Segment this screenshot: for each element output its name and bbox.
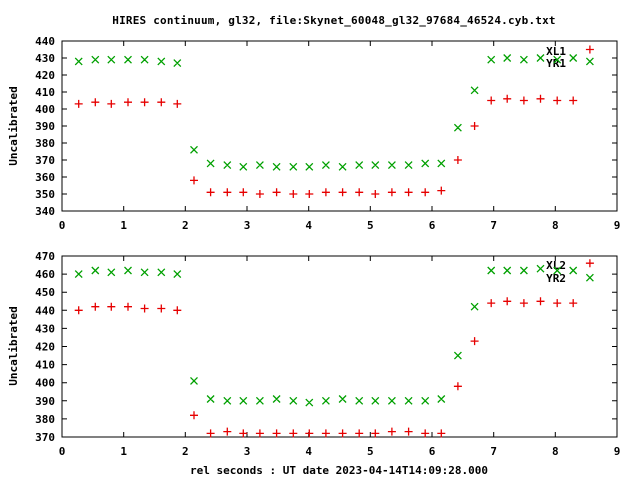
legend-label-yr2: YR2 (546, 272, 566, 285)
legend-label-yr1: YR1 (546, 57, 566, 70)
y-tick-label: 400 (35, 103, 55, 116)
series-XL2-points (74, 264, 594, 407)
x-tick-label: 0 (59, 219, 66, 232)
plot-border (61, 40, 618, 212)
y-axis-label-bottom: Uncalibrated (7, 306, 20, 385)
tick-marks (61, 40, 618, 212)
x-tick-label: 1 (120, 219, 127, 232)
x-tick-label: 3 (244, 445, 251, 458)
chart-title: HIRES continuum, gl32, file:Skynet_60048… (112, 14, 555, 27)
y-tick-label: 410 (35, 86, 55, 99)
x-tick-label: 3 (244, 219, 251, 232)
y-tick-label: 420 (35, 341, 55, 354)
y-tick-label: 380 (35, 413, 55, 426)
y-tick-label: 350 (35, 188, 55, 201)
y-tick-label: 430 (35, 322, 55, 335)
y-tick-label: 390 (35, 120, 55, 133)
y-axis-label-top: Uncalibrated (7, 86, 20, 165)
x-tick-label: 6 (429, 445, 436, 458)
x-tick-label: 0 (59, 445, 66, 458)
x-tick-label: 5 (367, 219, 374, 232)
x-tick-label: 9 (614, 445, 621, 458)
y-tick-label: 370 (35, 431, 55, 444)
series-YR1-points (74, 45, 594, 198)
x-tick-label: 8 (552, 445, 559, 458)
x-tick-label: 2 (182, 445, 189, 458)
y-tick-label: 400 (35, 377, 55, 390)
y-tick-label: 450 (35, 286, 55, 299)
x-tick-label: 8 (552, 219, 559, 232)
subplots-container: 0 1 2 3 4 5 6 7 8 9340350360370380390400410420430… (35, 35, 620, 458)
y-tick-label: 370 (35, 154, 55, 167)
y-tick-label: 460 (35, 268, 55, 281)
legend-label-xl2: XL2 (546, 259, 566, 272)
y-tick-label: 380 (35, 137, 55, 150)
legend-label-xl1: XL1 (546, 45, 566, 58)
y-tick-label: 420 (35, 69, 55, 82)
x-tick-label: 4 (305, 445, 312, 458)
y-tick-label: 360 (35, 171, 55, 184)
x-tick-label: 6 (429, 219, 436, 232)
x-tick-label: 7 (490, 219, 497, 232)
tick-marks (61, 255, 618, 438)
x-axis-label: rel seconds : UT date 2023-04-14T14:09:2… (190, 464, 488, 477)
plot-border (61, 255, 618, 438)
y-tick-label: 340 (35, 205, 55, 218)
subplot-top: 0 1 2 3 4 5 6 7 8 9 340 350 360 370 380 390 400 410 420 430… (35, 35, 620, 232)
x-tick-label: 9 (614, 219, 621, 232)
x-tick-label: 4 (305, 219, 312, 232)
x-tick-label: 7 (490, 445, 497, 458)
x-tick-label: 5 (367, 445, 374, 458)
y-tick-label: 440 (35, 35, 55, 48)
x-tick-label: 2 (182, 219, 189, 232)
y-tick-label: 390 (35, 395, 55, 408)
y-tick-label: 430 (35, 52, 55, 65)
series-XL1-points (74, 54, 594, 171)
subplot-bottom: 0 1 2 3 4 5 6 7 8 9 370 380 390 400 410 420 430 440 450 460… (35, 250, 620, 458)
series-YR2-points (74, 259, 594, 438)
y-tick-label: 440 (35, 304, 55, 317)
x-tick-label: 1 (120, 445, 127, 458)
y-tick-label: 410 (35, 359, 55, 372)
y-tick-label: 470 (35, 250, 55, 263)
